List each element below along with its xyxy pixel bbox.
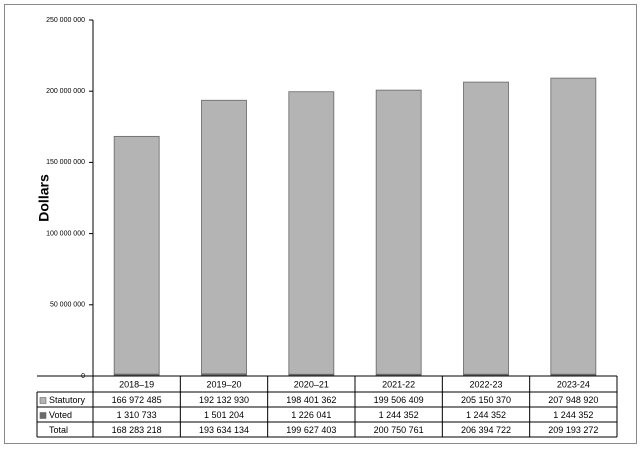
table-cell: 199 506 409	[374, 395, 424, 405]
table-cell: 1 244 352	[466, 410, 506, 420]
legend-swatch	[39, 397, 47, 404]
table-cell: 200 750 761	[374, 425, 424, 435]
x-tick-label: 2019–20	[206, 379, 241, 389]
table-cell: 1 501 204	[204, 410, 244, 420]
bar-segment	[288, 91, 335, 375]
bar-segment	[201, 99, 247, 375]
x-tick-label: 2020–21	[294, 379, 329, 389]
bar-segment	[463, 81, 509, 375]
table-cell: 193 634 134	[199, 425, 249, 435]
legend-label: Voted	[49, 410, 72, 420]
table-cell: 1 226 041	[291, 410, 331, 420]
y-tick-label: 200 000 000	[46, 88, 85, 95]
bar-segment	[550, 77, 597, 375]
table-cell: 205 150 370	[461, 395, 511, 405]
table-cell: 166 972 485	[112, 395, 162, 405]
y-tick-label: 250 000 000	[46, 17, 85, 24]
table-cell: 1 244 352	[553, 410, 593, 420]
x-tick-label: 2022-23	[469, 379, 502, 389]
y-tick-label: 100 000 000	[46, 230, 85, 237]
y-tick-label: 150 000 000	[46, 159, 85, 166]
total-label: Total	[49, 425, 68, 435]
table-cell: 199 627 403	[286, 425, 336, 435]
table-cell: 1 310 733	[117, 410, 157, 420]
table-cell: 168 283 218	[112, 425, 162, 435]
bar-segment	[113, 135, 160, 375]
y-axis-title: Dollars	[36, 174, 52, 222]
x-tick-label: 2018–19	[119, 379, 154, 389]
x-tick-label: 2021-22	[382, 379, 415, 389]
table-cell: 198 401 362	[286, 395, 336, 405]
table-cell: 207 948 920	[548, 395, 598, 405]
bar-segment	[375, 89, 422, 375]
table-cell: 209 193 272	[548, 425, 598, 435]
table-cell: 192 132 930	[199, 395, 249, 405]
table-cell: 1 244 352	[379, 410, 419, 420]
y-tick-label: 50 000 000	[50, 302, 85, 309]
x-tick-label: 2023-24	[557, 379, 590, 389]
legend-swatch	[39, 412, 47, 419]
table-cell: 206 394 722	[461, 425, 511, 435]
legend-label: Statutory	[49, 395, 86, 405]
